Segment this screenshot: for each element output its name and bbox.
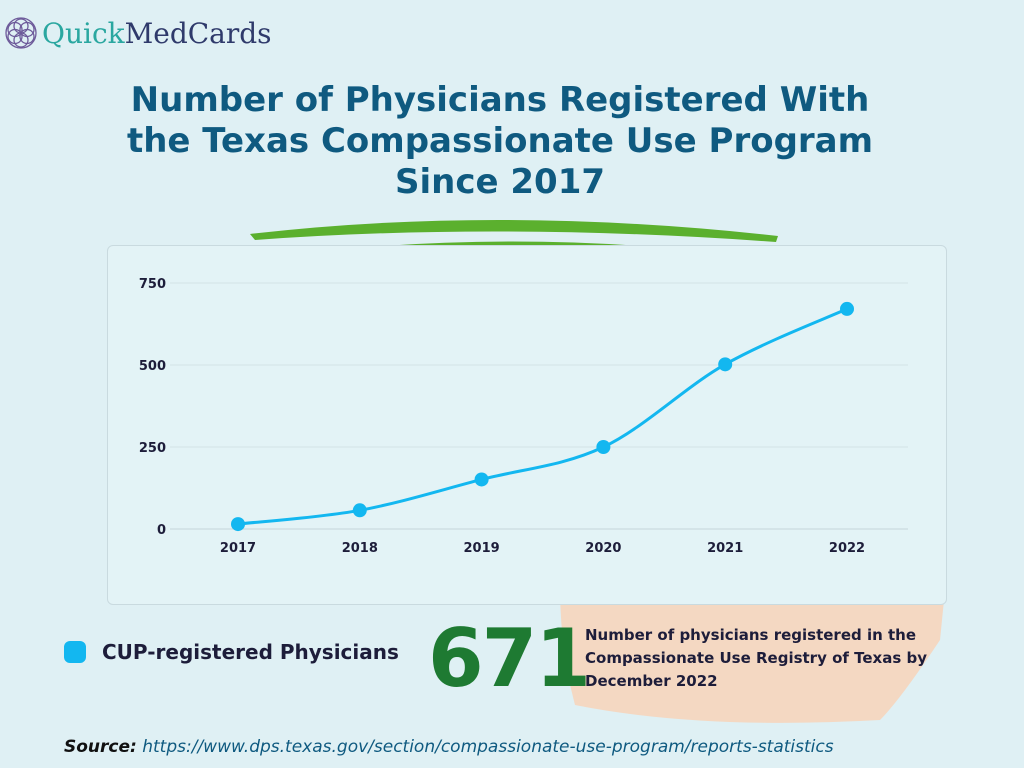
data-point [352, 503, 367, 518]
chart-panel [107, 245, 947, 605]
flower-of-life-icon [5, 17, 37, 49]
series-line [237, 307, 848, 526]
logo-text-quick: Quick [42, 16, 125, 50]
x-tick-label: 2019 [464, 541, 500, 556]
y-tick-label: 250 [139, 441, 166, 456]
legend-swatch [64, 641, 86, 663]
data-point [474, 472, 489, 487]
source-label: Source: [64, 737, 137, 757]
x-tick-label: 2020 [585, 541, 621, 556]
logo: QuickMedCards [4, 16, 272, 50]
y-tick-label: 750 [139, 277, 166, 292]
x-tick-label: 2017 [220, 541, 256, 556]
data-point [231, 517, 245, 532]
x-tick-label: 2021 [707, 541, 743, 556]
highlight-value: 671 [428, 612, 591, 705]
source-url[interactable]: https://www.dps.texas.gov/section/compas… [142, 737, 834, 757]
data-point [718, 357, 733, 372]
logo-text-medcards: MedCards [124, 16, 272, 50]
x-tick-label: 2018 [342, 541, 378, 556]
legend-label: CUP-registered Physicians [102, 640, 399, 664]
source-line: Source: https://www.dps.texas.gov/sectio… [64, 737, 834, 757]
data-point [840, 301, 854, 316]
highlight-text: Number of physicians registered in the C… [585, 626, 928, 690]
y-tick-label: 500 [139, 359, 166, 374]
page-title: Number of Physicians Registered With the… [126, 80, 874, 202]
data-point [596, 440, 611, 454]
y-tick-label: 0 [157, 523, 166, 538]
x-tick-label: 2022 [829, 541, 865, 556]
legend: CUP-registered Physicians [64, 640, 399, 664]
